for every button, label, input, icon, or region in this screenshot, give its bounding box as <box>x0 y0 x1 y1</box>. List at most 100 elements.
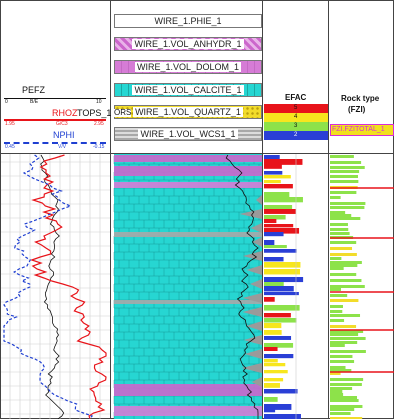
rhoz-scale-mid: G/C3 <box>56 121 68 127</box>
efac-bar <box>264 180 281 184</box>
rhoz-scale-line <box>4 119 106 121</box>
efac-bar <box>264 224 294 228</box>
rhoz-scale-left: 1.95 <box>5 121 15 127</box>
efac-bar <box>264 249 297 253</box>
efac-bar <box>264 370 288 374</box>
efac-bar <box>264 354 294 359</box>
legend-dolomite-label: WIRE_1.VOL_DOLOM_1 <box>134 62 242 72</box>
tops-label: TOPS_1 <box>77 108 112 118</box>
efac-bar <box>264 359 278 363</box>
efac-bar <box>264 343 294 348</box>
wcs-wedge <box>242 251 262 261</box>
legend-phie[interactable]: WIRE_1.PHIE_1 <box>114 14 262 28</box>
wcs-wedge <box>242 307 262 317</box>
rock-type-bar <box>330 344 345 347</box>
calcite-brick-pattern <box>113 155 262 419</box>
efac-bar <box>264 197 303 203</box>
track-divider-1 <box>110 0 111 419</box>
dolomite-band <box>114 182 262 188</box>
wcs-wedge <box>246 265 262 275</box>
efac-legend-2-label: 2 <box>294 132 298 138</box>
efac-bar <box>264 205 293 211</box>
efac-bar <box>264 262 301 268</box>
rock-type-bar <box>330 196 341 199</box>
rock-type-bar <box>330 325 357 328</box>
rock-type-bar <box>330 247 353 250</box>
rock-type-bar <box>330 261 362 264</box>
anhydrite-band <box>114 384 262 396</box>
rock-type-bar <box>330 390 343 393</box>
efac-bar <box>264 404 292 410</box>
efac-bar <box>264 215 286 220</box>
rock-type-bar <box>330 412 351 415</box>
wcs-wedge <box>242 293 262 303</box>
rock-type-bar <box>330 372 341 375</box>
wcs-wedge <box>252 237 262 247</box>
efac-bar <box>264 163 282 169</box>
wcs-wedge <box>250 279 262 289</box>
wcs-wedge <box>241 363 262 373</box>
rock-type-bar <box>330 383 362 386</box>
efac-bar <box>264 192 290 198</box>
rock-type-bar <box>330 399 359 402</box>
rock-type-bar <box>330 408 355 411</box>
efac-bars <box>264 154 304 419</box>
nphi-scale-mid: V/V <box>58 144 67 150</box>
legend-calcite[interactable]: WIRE_1.VOL_CALCITE_1 <box>114 83 262 97</box>
rock-type-bar <box>330 305 343 308</box>
rhoz-label: RHOZ <box>52 108 78 118</box>
efac-bar <box>264 184 293 189</box>
efac-bar <box>264 330 282 335</box>
rock-type-bar <box>330 285 365 288</box>
efac-bar <box>264 240 275 246</box>
efac-bar <box>264 318 297 323</box>
pefz-scale-right: 10 <box>96 99 102 105</box>
legend-quartz[interactable]: WIRE_1.VOL_QUARTZ_1 <box>114 105 262 119</box>
efac-legend-4: 4 <box>264 113 328 122</box>
legend-wcs[interactable]: WIRE_1.VOL_WCS1_1 <box>114 127 262 141</box>
efac-bar <box>264 389 298 394</box>
efac-bar <box>264 409 276 413</box>
rock-type-bar <box>330 257 342 260</box>
rock-type-title-2: (FZI) <box>348 105 366 114</box>
efac-legend-4-label: 4 <box>294 114 298 120</box>
efac-bar <box>264 269 301 275</box>
pefz-scale-left: 0 <box>5 99 8 105</box>
efac-bar <box>264 245 287 249</box>
efac-bar <box>264 323 282 329</box>
rock-type-bar <box>330 288 342 291</box>
legend-anhydrite[interactable]: WIRE_1.VOL_ANHYDR_1 <box>114 37 262 51</box>
efac-bar <box>264 313 291 318</box>
wcs-band <box>114 300 262 304</box>
rock-type-bar <box>330 279 362 282</box>
track1-grid <box>1 154 110 419</box>
rock-type-title-1: Rock type <box>341 94 380 103</box>
rock-type-bar <box>330 228 349 231</box>
efac-bar <box>264 159 303 165</box>
legend-dolomite[interactable]: WIRE_1.VOL_DOLOM_1 <box>114 60 262 74</box>
wcs-band <box>114 232 262 237</box>
rock-type-bar <box>330 241 357 244</box>
pefz-label: PEFZ <box>22 85 46 95</box>
efac-bar <box>264 277 304 283</box>
rock-type-bar <box>330 393 344 396</box>
rock-type-bar <box>330 319 345 322</box>
pefz-scale-line <box>4 98 106 99</box>
lithology-bands <box>114 155 262 416</box>
rock-type-bar <box>330 170 360 173</box>
wcs-wedge <box>239 209 262 219</box>
rock-type-bar <box>330 166 365 169</box>
fzi-curve-label: FZI.FZITOTAL_1 <box>332 126 385 133</box>
efac-bar <box>264 336 292 340</box>
wcs-wedge <box>244 349 262 359</box>
rock-type-bar <box>330 341 358 344</box>
legend-wcs-label: WIRE_1.VOL_WCS1_1 <box>138 129 238 139</box>
rock-type-bar <box>330 161 362 164</box>
track-divider-2 <box>262 0 263 419</box>
rock-type-bar <box>330 369 352 372</box>
efac-bar <box>264 228 300 234</box>
efac-legend-2: 2 <box>264 131 328 140</box>
rock-type-bar <box>330 405 363 408</box>
rock-type-bar <box>330 191 357 194</box>
efac-bar <box>264 232 284 237</box>
